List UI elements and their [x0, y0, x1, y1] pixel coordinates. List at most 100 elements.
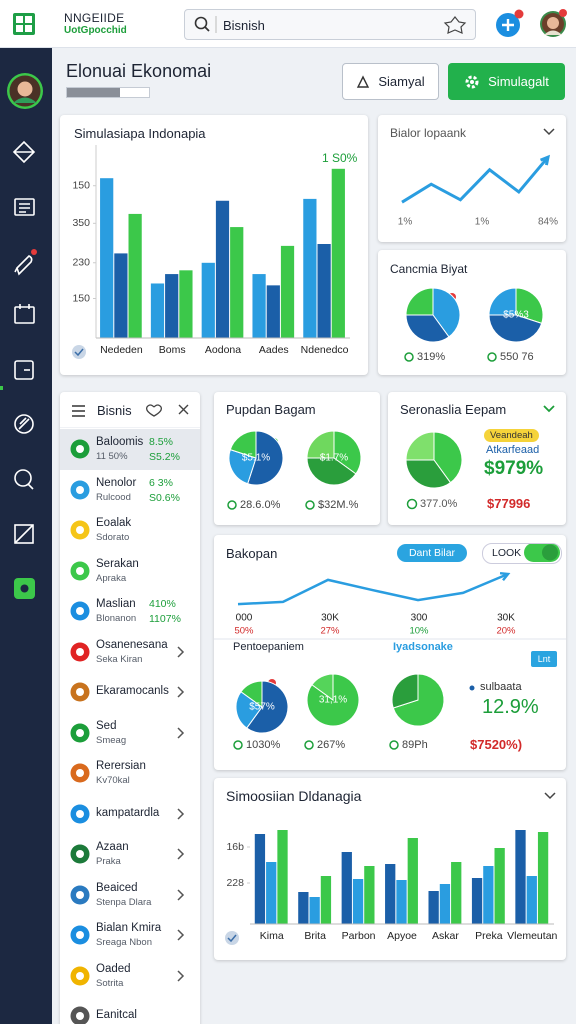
button-icon — [465, 75, 479, 88]
red-value: $77996 — [487, 496, 531, 511]
list-item[interactable]: Osanenesana Seka Kiran — [60, 632, 200, 673]
list-item[interactable]: Nenolor Rulcood 6 3% S0.6% — [60, 470, 200, 511]
item-sub: Blonanon — [96, 613, 137, 624]
main-chart-card: 150 350 230 150 Nededen Boms Aodona Aades Ndened… — [60, 115, 368, 375]
chevron[interactable] — [176, 929, 186, 941]
top-actions[interactable] — [490, 4, 576, 46]
search-text: Bisnish — [223, 18, 265, 33]
icon-inner — [76, 931, 84, 939]
pie-label: 319% — [417, 351, 445, 363]
list-item[interactable]: Baloomis 11 50% 8.5% S5.2% — [60, 429, 200, 470]
pie-slice — [235, 691, 263, 729]
page-title: Elonuai Ekonomai — [66, 61, 212, 81]
chart-annotation: 1 S0% — [322, 151, 358, 165]
list-item[interactable]: Eoalak Sdorato — [60, 510, 200, 551]
x-sub-label: 20% — [496, 626, 516, 637]
x-sub-label: 50% — [234, 626, 254, 637]
list-item[interactable]: Serakan Apraka — [60, 551, 200, 592]
bar — [396, 880, 407, 924]
bakopan-card: 000 50% 30K 27% 300 10% 30K 20% $57% 1030% 31,1% 26… — [214, 535, 566, 770]
list-item[interactable]: Oaded Sotrita — [60, 956, 200, 997]
item-icon — [70, 763, 90, 783]
item-name: Maslian — [96, 598, 136, 610]
icon-inner — [76, 688, 84, 696]
list-item[interactable]: Ekaramocanls — [60, 672, 200, 713]
trend-label: 1% — [398, 217, 413, 228]
pie-center-label: $5.1% — [242, 453, 270, 464]
bar — [277, 830, 288, 924]
pill-button[interactable]: Dant Bilar — [397, 544, 467, 562]
ratio-card: 319% $5%3 550 76 Cancmia Biyat — [378, 250, 566, 375]
item-value: 8.5% — [149, 436, 173, 448]
y-tick-label: 150 — [72, 292, 90, 304]
simoosiian-card: 16b 228 Kima Brita Parbon Apyoe Askar Preka Vlem… — [214, 778, 566, 960]
card-title: Cancmia Biyat — [390, 262, 468, 276]
icon-inner — [76, 445, 84, 453]
list-item[interactable]: Bialan Kmira Sreaga Nbon — [60, 915, 200, 956]
item-icon — [70, 844, 90, 864]
item-sub: Sdorato — [96, 532, 130, 543]
chevron[interactable] — [543, 128, 555, 136]
item-icon — [70, 885, 90, 904]
list-item[interactable]: kampatardla — [60, 794, 200, 835]
chevron[interactable] — [176, 686, 186, 698]
item-value: 1107% — [149, 613, 181, 625]
bar — [150, 283, 165, 338]
bar — [526, 876, 537, 924]
x-tick-label: Vlemeutan — [507, 930, 557, 942]
chevron[interactable] — [543, 405, 555, 413]
list-header-icons — [60, 404, 200, 428]
list-item[interactable]: Beaiced Stenpa Dlara — [60, 875, 200, 916]
chevron[interactable] — [176, 969, 186, 982]
item-icon — [70, 1006, 90, 1024]
chevron[interactable] — [544, 792, 556, 800]
chevron[interactable] — [176, 848, 186, 860]
item-sub: Sotrita — [96, 977, 124, 989]
item-sub: Praka — [96, 856, 121, 867]
bar — [407, 838, 418, 924]
label-icon — [233, 740, 243, 750]
bar — [309, 897, 320, 924]
simoosiian-chart: 16b 228 Kima Brita Parbon Apyoe Askar Preka Vlem… — [225, 792, 558, 945]
y-tick-label: 228 — [226, 877, 244, 889]
list-item[interactable]: Maslian Blonanon 410% 1107% — [60, 591, 200, 632]
section-title: Pentoepaniem — [233, 641, 304, 653]
chevron[interactable] — [176, 726, 186, 739]
list-item[interactable]: Rerersian Kv70kal — [60, 753, 200, 794]
bar — [352, 879, 364, 924]
list-item[interactable]: Sed Smeag — [60, 713, 200, 754]
list-item[interactable]: Azaan Praka — [60, 834, 200, 875]
bar — [254, 834, 266, 924]
item-sub: Kv70kal — [96, 775, 130, 786]
bar — [266, 862, 277, 924]
bar — [537, 832, 549, 924]
chevron-path — [177, 848, 185, 860]
bar — [331, 168, 345, 338]
bar — [341, 852, 352, 924]
x-tick-label: Nededen — [100, 344, 143, 356]
seronaslia-card: Seronaslia Eepam Veandeah Atkarfeaad $97… — [388, 392, 566, 525]
item-icon — [70, 925, 90, 945]
icon-inner — [76, 971, 84, 980]
item-sub: Rulcood — [96, 491, 131, 503]
item-name: Sed — [96, 719, 117, 732]
list-item[interactable]: Eanitcal — [60, 996, 200, 1024]
small-button[interactable]: Lnt — [531, 651, 557, 667]
icon-inner — [76, 809, 84, 818]
y-tick-label: 350 — [72, 217, 90, 229]
item-icon — [70, 804, 90, 823]
primary-button[interactable]: Simulagalt — [448, 63, 565, 100]
search-box[interactable]: Bisnish — [184, 9, 476, 40]
chevron[interactable] — [176, 807, 186, 820]
secondary-button[interactable]: Siamyal — [342, 63, 439, 100]
brand-subtitle: UotGpocchid — [64, 25, 127, 36]
label-icon — [304, 740, 314, 750]
toggle[interactable]: LOOK — [482, 543, 562, 564]
sidebar-icons[interactable] — [0, 48, 52, 1024]
chevron[interactable] — [176, 645, 186, 658]
logo[interactable] — [0, 0, 52, 48]
item-sub: Stenpa Dlara — [96, 896, 152, 908]
item-name: Bialan Kmira — [96, 922, 162, 934]
label-icon — [487, 352, 497, 362]
chevron[interactable] — [176, 888, 186, 901]
